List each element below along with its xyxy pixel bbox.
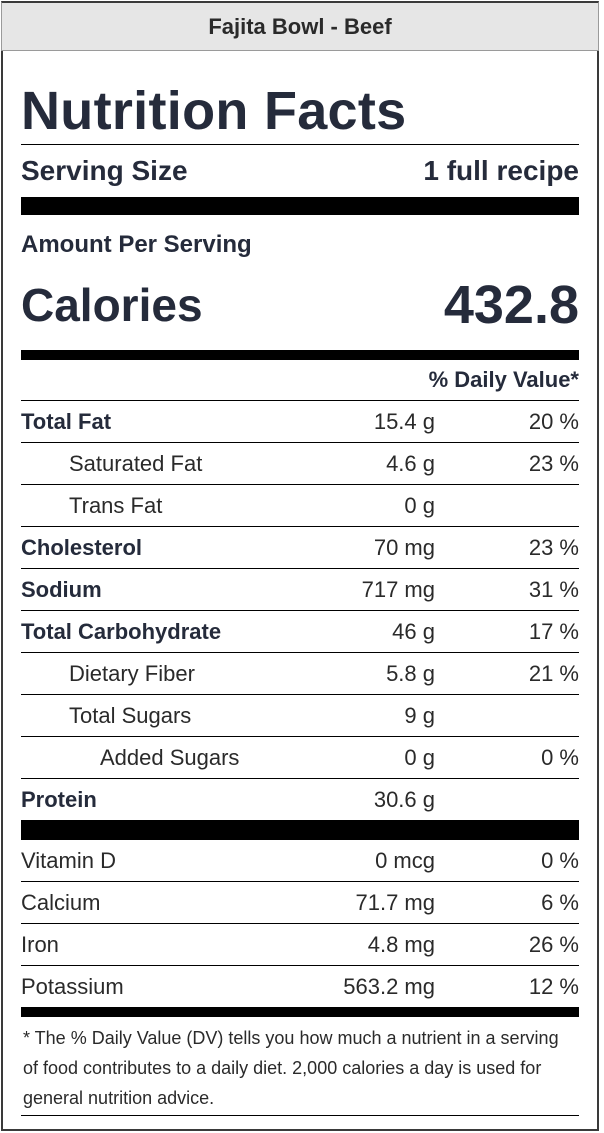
label-content: Nutrition Facts Serving Size 1 full reci…: [3, 84, 597, 1116]
nutrient-name: Protein: [21, 786, 97, 812]
vitamin-row-iron: Iron 4.8 mg 26 %: [21, 924, 579, 966]
vitamin-amount: 563.2 mg: [343, 973, 435, 999]
nutrient-dv: 17 %: [528, 618, 579, 644]
vitamin-amount: 4.8 mg: [367, 931, 435, 957]
daily-value-footnote: * The % Daily Value (DV) tells you how m…: [23, 1028, 559, 1108]
nutrient-row-protein: Protein 30.6 g: [21, 779, 579, 820]
nutrient-row-total-sugars: Total Sugars 9 g: [21, 695, 579, 737]
vitamin-dv: 26 %: [528, 931, 579, 957]
nutrient-row-cholesterol: Cholesterol 70 mg 23 %: [21, 527, 579, 569]
vitamin-row-potassium: Potassium 563.2 mg 12 %: [21, 966, 579, 1007]
nutrient-amount: 0 g: [404, 492, 435, 518]
nutrient-row-sodium: Sodium 717 mg 31 %: [21, 569, 579, 611]
nutrient-amount: 5.8 g: [386, 660, 435, 686]
vitamin-dv: 12 %: [528, 973, 579, 999]
nutrient-amount: 30.6 g: [373, 786, 435, 812]
nutrient-amount: 9 g: [404, 702, 435, 728]
bottom-divider: [21, 1007, 579, 1017]
nutrient-name: Trans Fat: [69, 492, 163, 518]
nutrient-row-dietary-fiber: Dietary Fiber 5.8 g 21 %: [21, 653, 579, 695]
vitamin-name: Iron: [21, 931, 59, 957]
nutrient-name: Added Sugars: [100, 744, 240, 770]
thick-divider: [21, 197, 579, 215]
nutrient-dv: 23 %: [528, 534, 579, 560]
amount-per-serving: Amount Per Serving: [21, 231, 252, 258]
nutrient-amount: 4.6 g: [386, 450, 435, 476]
nutrient-amount: 70 mg: [373, 534, 435, 560]
nutrient-amount: 0 g: [404, 744, 435, 770]
nutrient-dv: 20 %: [528, 408, 579, 434]
vitamin-name: Vitamin D: [21, 847, 116, 873]
nutrient-row-saturated-fat: Saturated Fat 4.6 g 23 %: [21, 443, 579, 485]
vitamin-dv: 0 %: [541, 847, 579, 873]
nutrition-facts-heading: Nutrition Facts: [21, 84, 579, 145]
nutrient-name: Total Sugars: [69, 702, 192, 728]
nutrient-dv: 0 %: [541, 744, 579, 770]
calories-label: Calories: [21, 278, 203, 331]
vitamin-row-vitamin-d: Vitamin D 0 mcg 0 %: [21, 840, 579, 882]
medium-divider: [21, 350, 579, 360]
serving-size-value: 1 full recipe: [423, 155, 579, 186]
vitamin-name: Calcium: [21, 889, 101, 915]
nutrient-name: Cholesterol: [21, 534, 143, 560]
nutrient-row-trans-fat: Trans Fat 0 g: [21, 485, 579, 527]
nutrient-row-total-carbohydrate: Total Carbohydrate 46 g 17 %: [21, 611, 579, 653]
vitamin-amount: 71.7 mg: [355, 889, 436, 915]
nutrient-row-added-sugars: Added Sugars 0 g 0 %: [21, 737, 579, 779]
nutrient-dv: 23 %: [528, 450, 579, 476]
nutrient-name: Dietary Fiber: [69, 660, 195, 686]
nutrient-amount: 46 g: [392, 618, 435, 644]
nutrient-name: Total Carbohydrate: [21, 618, 222, 644]
end-rule: [21, 1115, 579, 1116]
calories-value: 432.8: [443, 274, 579, 335]
vitamin-row-calcium: Calcium 71.7 mg 6 %: [21, 882, 579, 924]
nutrient-dv: 21 %: [528, 660, 579, 686]
nutrient-dv: 31 %: [528, 576, 579, 602]
nutrient-name: Saturated Fat: [69, 450, 203, 476]
nutrient-name: Sodium: [21, 576, 102, 602]
nutrient-name: Total Fat: [21, 408, 112, 434]
nutrient-amount: 717 mg: [361, 576, 435, 602]
serving-size-label: Serving Size: [21, 155, 188, 186]
nutrient-amount: 15.4 g: [373, 408, 435, 434]
vitamin-name: Potassium: [21, 973, 124, 999]
nutrient-row-total-fat: Total Fat 15.4 g 20 %: [21, 401, 579, 443]
calories-row: Calories 432.8: [21, 259, 579, 350]
vitamin-divider: [21, 820, 579, 840]
vitamin-dv: 6 %: [541, 889, 579, 915]
vitamin-amount: 0 mcg: [375, 847, 435, 873]
recipe-title: Fajita Bowl - Beef: [1, 1, 599, 51]
serving-size-row: Serving Size 1 full recipe: [21, 145, 579, 197]
daily-value-header: % Daily Value*: [21, 360, 579, 401]
